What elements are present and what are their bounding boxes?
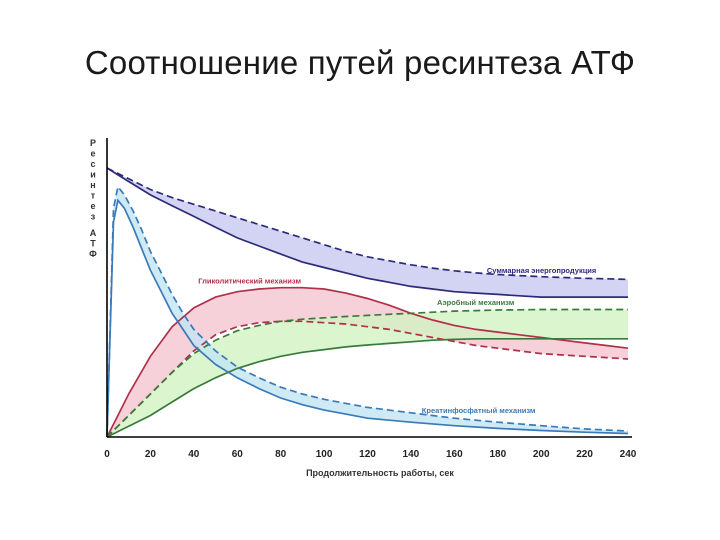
x-tick-label: 120 bbox=[359, 449, 376, 460]
line-creatine-phosphate-dashed bbox=[106, 184, 629, 438]
x-tick-label: 220 bbox=[576, 449, 593, 460]
x-tick-label: 40 bbox=[188, 449, 200, 460]
x-tick-label: 20 bbox=[145, 449, 157, 460]
x-tick-label: 80 bbox=[275, 449, 287, 460]
y-axis-title-letter: н bbox=[90, 180, 95, 190]
slide-title: Соотношение путей ресинтеза АТФ bbox=[84, 44, 636, 81]
band-glycolytic bbox=[107, 287, 628, 437]
x-tick-label: 160 bbox=[446, 449, 463, 460]
x-tick-label: 200 bbox=[533, 449, 550, 460]
line-aerobic-solid bbox=[106, 337, 628, 438]
y-axis-title-letter: е bbox=[90, 201, 95, 211]
x-tick-label: 140 bbox=[403, 449, 420, 460]
series-label-glycolytic: Гликолитический механизм bbox=[198, 277, 301, 286]
x-tick-labels: 0 20 40 60 80 100 120 140 160 180 200 220 240 bbox=[104, 449, 637, 460]
line-aerobic-dashed bbox=[106, 308, 628, 438]
x-tick-label: 60 bbox=[232, 449, 244, 460]
y-axis-title-letter: е bbox=[90, 149, 95, 159]
y-axis-title-letter: т bbox=[91, 191, 96, 201]
x-tick-label: 240 bbox=[620, 449, 637, 460]
x-tick-label: 180 bbox=[489, 449, 506, 460]
x-tick-label: 100 bbox=[316, 449, 333, 460]
line-total-dashed bbox=[106, 167, 629, 281]
band-creatine-phosphate bbox=[107, 186, 628, 437]
band-total bbox=[107, 168, 628, 298]
y-axis-title-letter: А bbox=[90, 228, 97, 238]
series-label-aerobic: Аэробный механизм bbox=[437, 298, 515, 307]
line-glycolytic-solid bbox=[106, 286, 629, 438]
band-aerobic bbox=[107, 309, 628, 437]
line-total-solid bbox=[106, 167, 628, 298]
y-axis-title-letter: и bbox=[90, 170, 96, 180]
y-axis-title-letter: Р bbox=[90, 138, 96, 148]
line-creatine-phosphate-solid bbox=[106, 198, 629, 438]
y-axis-title-letter: Т bbox=[90, 239, 96, 249]
x-axis-title: Продолжительность работы, сек bbox=[306, 468, 454, 478]
x-tick-label: 0 bbox=[104, 449, 110, 460]
axes bbox=[106, 138, 632, 438]
band-fills bbox=[107, 168, 628, 437]
series-labels: Суммарная энергопродукция Гликолитический… bbox=[198, 266, 596, 415]
series-lines bbox=[106, 167, 629, 438]
y-axis-title-letter: с bbox=[90, 159, 95, 169]
series-label-total: Суммарная энергопродукция bbox=[487, 266, 596, 275]
y-axis-title-letter: з bbox=[91, 212, 96, 222]
line-glycolytic-dashed bbox=[106, 320, 629, 438]
y-axis-title-letter: Ф bbox=[89, 249, 97, 259]
series-label-creatine-phosphate: Креатинфосфатный механизм bbox=[422, 406, 536, 415]
